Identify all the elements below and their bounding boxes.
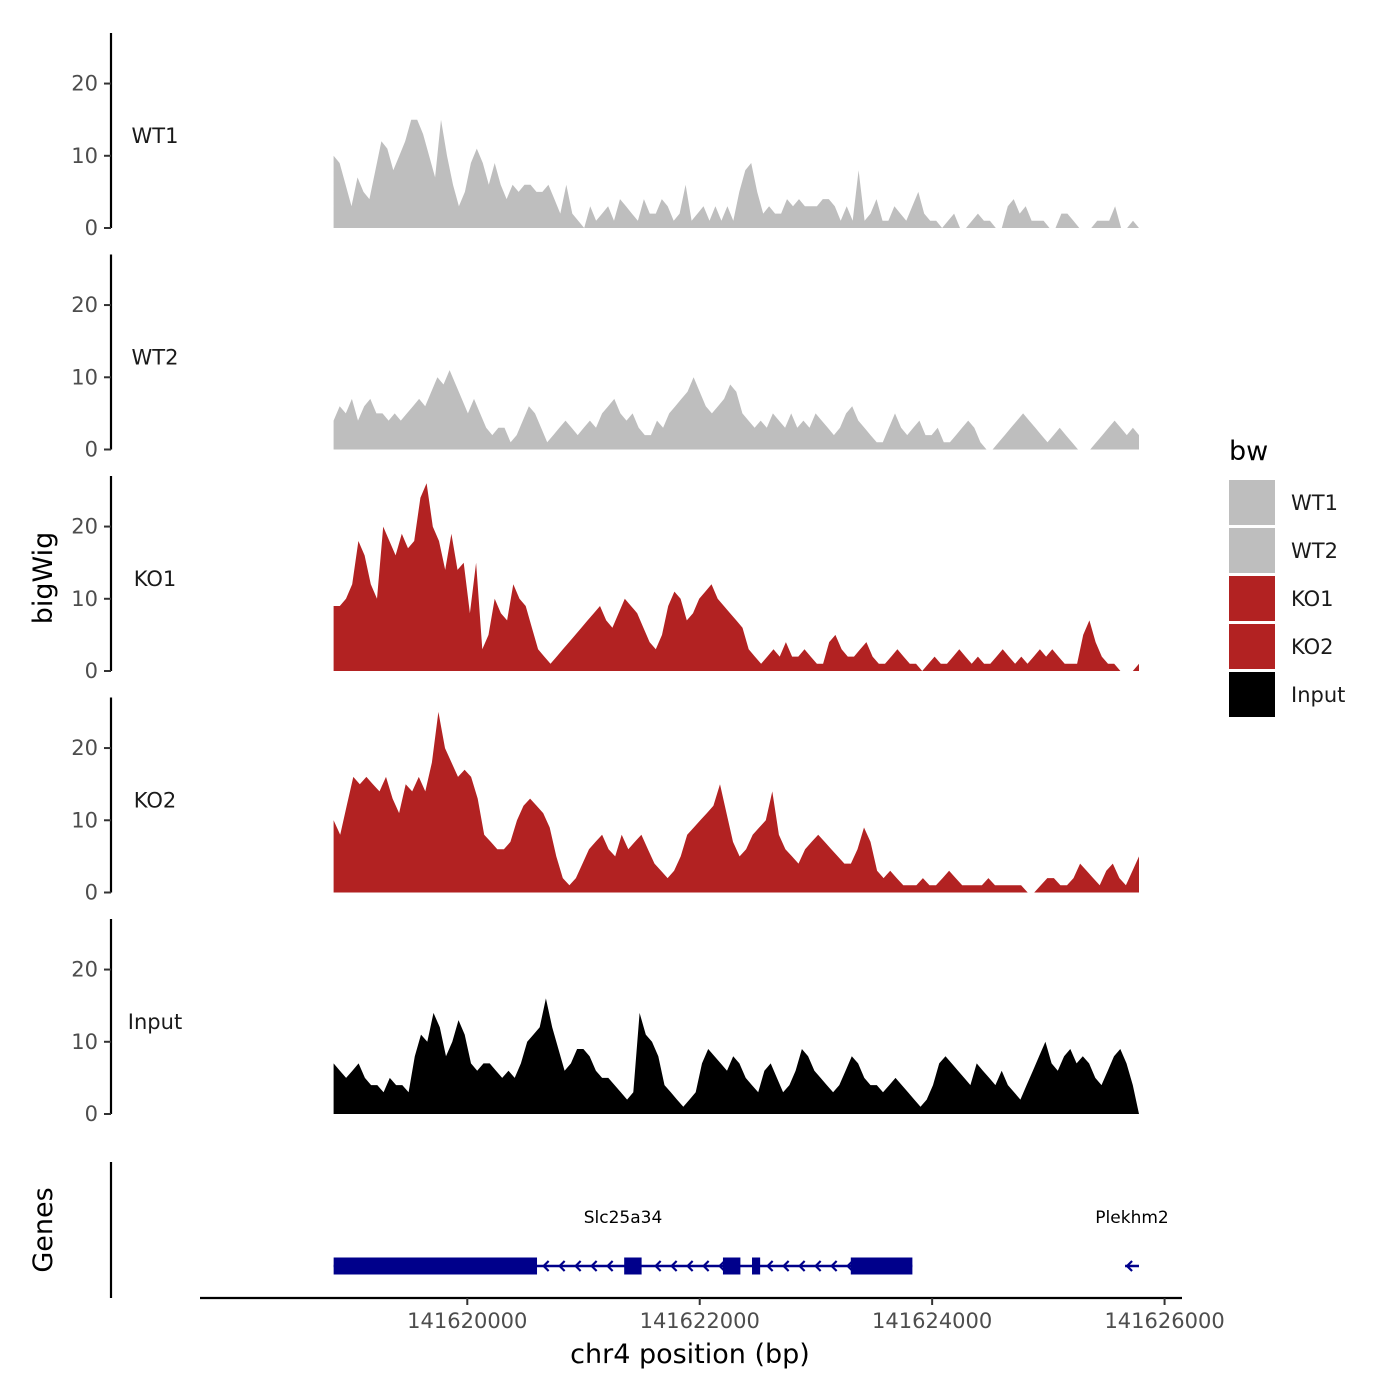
strand-arrow-slc25a34-1 [542,1260,550,1272]
legend-swatch-wt1 [1229,480,1275,525]
track-wt2: 0 10 20 WT2 [71,254,1140,462]
strand-arrow-slc25a34-6 [654,1260,662,1272]
strand-arrow-slc25a34-5 [606,1260,614,1272]
track-label-ko1: KO1 [134,567,177,591]
area-wt2 [333,370,1140,450]
area-ko1 [333,483,1140,671]
y-tick-label-wt1-0: 0 [85,216,98,240]
track-input: 0 10 20 Input [71,919,1140,1126]
exon-slc25a34-1 [333,1257,538,1275]
strand-arrow-slc25a34-2 [558,1260,566,1272]
track-wt1: 0 10 20 WT1 [71,33,1140,240]
area-input [333,998,1140,1114]
exon-slc25a34-2 [624,1257,642,1275]
x-tick-label-141626000: 141626000 [1104,1309,1224,1333]
genes-axis-title: Genes [28,1187,59,1272]
y-tick-label-ko1-20: 20 [71,515,98,539]
legend-label-wt2: WT2 [1291,539,1338,563]
legend-swatch-input [1229,672,1275,717]
y-tick-label-wt2-10: 10 [71,365,98,389]
y-tick-label-input-0: 0 [85,1102,98,1126]
y-tick-label-wt1-20: 20 [71,72,98,96]
y-tick-label-wt2-0: 0 [85,438,98,462]
track-label-input: Input [128,1010,182,1034]
legend-label-input: Input [1291,683,1345,707]
strand-arrow-slc25a34-11 [766,1260,774,1272]
legend-label-ko2: KO2 [1291,635,1334,659]
exon-slc25a34-5 [850,1257,913,1275]
area-wt1 [333,119,1140,228]
y-tick-label-wt1-10: 10 [71,144,98,168]
exon-slc25a34-4 [752,1257,761,1275]
x-tick-label-141620000: 141620000 [407,1309,527,1333]
x-axis: 141620000 141622000 141624000 141626000 [200,1296,1225,1333]
y-tick-label-wt2-20: 20 [71,293,98,317]
x-tick-label-141624000: 141624000 [872,1309,992,1333]
y-tick-label-ko2-10: 10 [71,808,98,832]
strand-arrow-slc25a34-9 [702,1260,710,1272]
exon-slc25a34-3 [722,1257,741,1275]
legend-items: WT1 WT2 KO1 KO2 Input [1229,480,1345,717]
x-axis-title: chr4 position (bp) [570,1339,810,1370]
y-tick-label-ko2-20: 20 [71,736,98,760]
y-tick-label-ko1-10: 10 [71,587,98,611]
track-ko2: 0 10 20 KO2 [71,697,1140,905]
gene-models: Slc25a34 Plekhm2 [333,1208,1169,1275]
track-label-wt1: WT1 [132,124,179,148]
track-label-wt2: WT2 [132,346,179,370]
strand-arrow-slc25a34-16 [846,1260,854,1272]
legend: bw WT1 WT2 KO1 KO2 Input [1229,436,1345,717]
legend-swatch-ko1 [1229,576,1275,621]
y-tick-label-ko1-0: 0 [85,659,98,683]
strand-arrow-slc25a34-13 [798,1260,806,1272]
signal-tracks: 0 10 20 WT1 0 10 20 WT2 0 10 20 KO1 0 10 20 KO2 0 10 20 Inp… [71,33,1140,1126]
legend-title: bw [1229,436,1268,467]
track-ko1: 0 10 20 KO1 [71,476,1140,683]
y-tick-label-input-10: 10 [71,1030,98,1054]
genes-track: Slc25a34 Plekhm2 [109,1162,1169,1298]
y-axis-title: bigWig [28,532,59,625]
strand-arrow-slc25a34-7 [670,1260,678,1272]
legend-label-wt1: WT1 [1291,491,1338,515]
y-tick-label-ko2-0: 0 [85,881,98,905]
x-tick-label-141622000: 141622000 [640,1309,760,1333]
strand-arrow-slc25a34-14 [814,1260,822,1272]
gene-label-plekhm2: Plekhm2 [1095,1208,1168,1228]
gene-plekhm2: Plekhm2 [1095,1208,1169,1272]
legend-swatch-ko2 [1229,624,1275,669]
legend-label-ko1: KO1 [1291,587,1334,611]
y-tick-label-input-20: 20 [71,958,98,982]
track-label-ko2: KO2 [134,789,177,813]
strand-arrow-slc25a34-10 [718,1260,726,1272]
gene-label-slc25a34: Slc25a34 [584,1208,663,1228]
area-ko2 [333,711,1140,893]
strand-arrow-slc25a34-8 [686,1260,694,1272]
legend-swatch-wt2 [1229,528,1275,573]
x-axis-ticks: 141620000 141622000 141624000 141626000 [407,1298,1225,1333]
strand-arrow-slc25a34-3 [574,1260,582,1272]
strand-arrow-slc25a34-12 [782,1260,790,1272]
gene-slc25a34: Slc25a34 [333,1208,913,1275]
strand-arrow-slc25a34-15 [830,1260,838,1272]
strand-arrow-plekhm2-1 [1125,1260,1133,1272]
strand-arrow-slc25a34-4 [590,1260,598,1272]
